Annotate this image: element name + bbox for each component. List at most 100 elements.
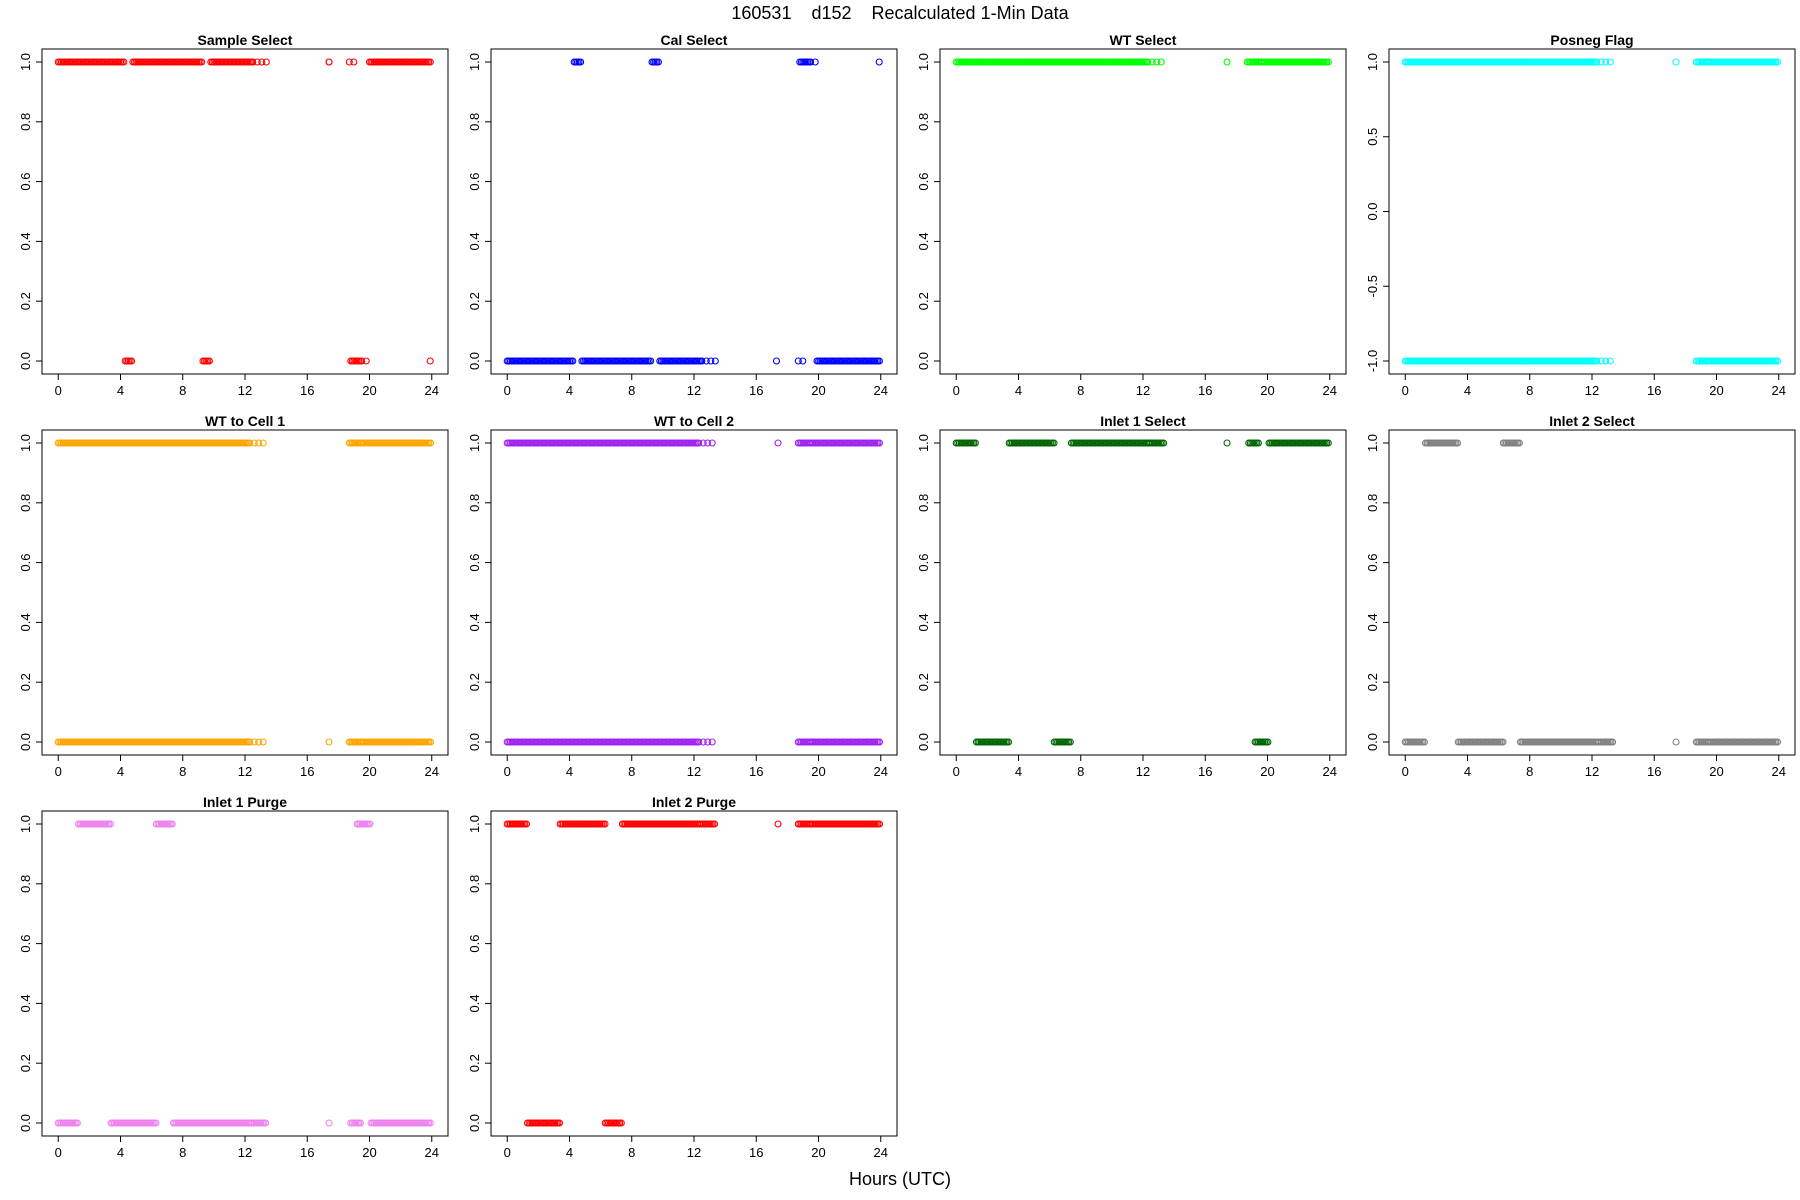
x-tick-label: 20 [1709,764,1723,779]
data-point [249,58,257,66]
data-point [654,58,662,66]
data-point [1453,439,1462,447]
panel-inlet-2-select: Inlet 2 Select 0 4 8 12 16 20 24 0.0 0.2 0.4 0.6 0.8… [1365,413,1796,779]
y-tick-label: 1.0 [18,53,33,71]
data-point [250,439,258,447]
data-point [1324,439,1332,447]
y-tick-label: 0.8 [18,875,33,893]
data-point [971,439,979,447]
y-tick-label: 1.0 [916,434,931,452]
data-point [325,1119,333,1127]
data-point [358,357,366,365]
x-tick-label: 4 [566,764,573,779]
data-point [253,58,261,66]
y-tick-label: 0.6 [18,173,33,191]
y-tick-label: 0.4 [1365,613,1380,631]
x-tick-label: 24 [425,1145,439,1160]
x-tick-label: 20 [1709,383,1723,398]
data-point [1602,58,1610,66]
x-tick-label: 20 [1260,764,1274,779]
x-tick-label: 12 [238,383,252,398]
data-point [1144,58,1152,66]
data-series [503,820,884,1127]
figure-title: 160531 d152 Recalculated 1-Min Data [731,3,1069,23]
data-series [1401,58,1782,365]
y-tick-label: 0.5 [1365,128,1380,146]
y-tick-label: 0.6 [1365,554,1380,572]
data-point [875,58,883,66]
data-point [1593,58,1601,66]
x-tick-label: 0 [953,764,960,779]
x-tick-label: 24 [425,764,439,779]
y-tick-label: 0.6 [18,554,33,572]
y-tick-label: 0.6 [916,554,931,572]
x-tick-label: 16 [749,383,763,398]
data-point [1066,738,1074,746]
y-tick-label: 0.2 [1365,673,1380,691]
panel-sample-select: Sample Select 0 4 8 12 16 20 24 0.0 0.2 0.4 0.6 0.8 1… [18,32,449,398]
data-point [255,439,263,447]
y-tick-label: 0.0 [916,733,931,751]
data-point [875,439,884,447]
data-point [246,738,254,746]
y-tick-label: 0.4 [467,994,482,1012]
x-tick-label: 24 [874,764,888,779]
x-tick-label: 24 [1323,764,1337,779]
data-point [695,738,703,746]
panel-cal-select: Cal Select 0 4 8 12 16 20 24 0.0 0.2 0.4 0.6 0.8 1.0 [467,32,898,398]
panel-title: Inlet 2 Select [1549,413,1635,429]
panel-inlet-1-select: Inlet 1 Select 0 4 8 12 16 20 24 0.0 0.2 0.4 0.6 0.8… [916,413,1347,779]
x-tick-label: 8 [179,383,186,398]
data-point [246,439,254,447]
y-tick-label: 0.8 [467,875,482,893]
panel-wt-to-cell-1: WT to Cell 1 0 4 8 12 16 20 24 0.0 0.2 0.4 0.6 0.8 1.… [18,413,449,779]
x-tick-label: 16 [1198,764,1212,779]
y-tick-label: 0.8 [467,494,482,512]
data-point [325,58,333,66]
data-point [426,1119,434,1127]
x-tick-label: 20 [811,1145,825,1160]
x-tick-label: 12 [1585,764,1599,779]
data-point [1597,357,1605,365]
data-point [708,738,716,746]
data-series [54,820,434,1127]
plot-frame [490,810,898,1137]
panel-title: WT to Cell 1 [205,413,285,429]
data-point [875,357,883,365]
data-point [362,357,370,365]
x-tick-label: 12 [238,764,252,779]
plot-frame [939,48,1347,375]
y-tick-label: 0.0 [1365,202,1380,220]
x-tick-label: 8 [1526,764,1533,779]
panel-title: Posneg Flag [1550,32,1633,48]
y-tick-label: 0.8 [916,113,931,131]
y-tick-label: 0.4 [916,232,931,250]
data-point [698,357,706,365]
panel-title: Inlet 2 Purge [652,794,736,810]
x-tick-label: 4 [1464,764,1471,779]
plot-frame [939,429,1347,756]
y-tick-label: 0.0 [467,733,482,751]
panel-posneg-flag: Posneg Flag 0 4 8 12 16 20 24 -1.0 -0.5 0.0 0.5 1.0 [1365,32,1796,398]
y-tick-label: 0.0 [18,1114,33,1132]
x-tick-label: 4 [117,383,124,398]
y-tick-label: 0.0 [916,352,931,370]
data-point [708,439,716,447]
x-tick-label: 0 [1402,764,1409,779]
data-point [1004,738,1013,746]
data-point [1050,439,1058,447]
x-tick-label: 8 [1077,764,1084,779]
data-point [569,357,577,365]
x-tick-label: 24 [1772,383,1786,398]
y-tick-label: 1.0 [1365,434,1380,452]
x-tick-label: 16 [749,764,763,779]
data-point [345,58,353,66]
plot-frame [490,429,898,756]
plot-frame [490,48,898,375]
x-tick-label: 20 [362,1145,376,1160]
data-point [601,820,609,828]
y-tick-label: 0.8 [467,113,482,131]
y-tick-label: 0.2 [18,1054,33,1072]
x-tick-label: 16 [1647,764,1661,779]
